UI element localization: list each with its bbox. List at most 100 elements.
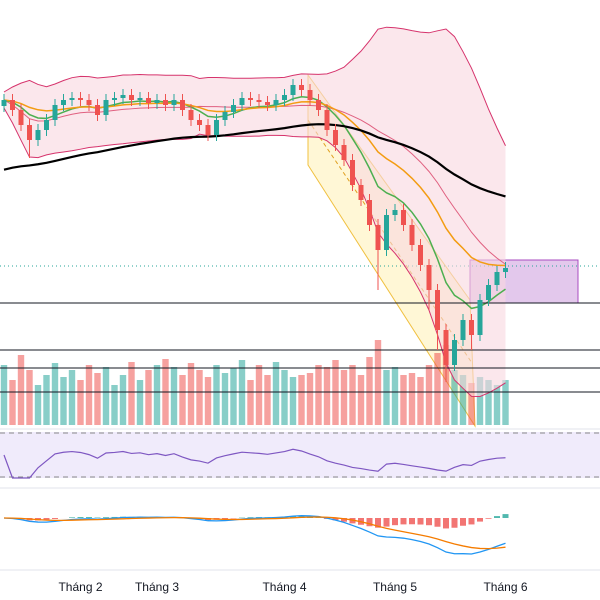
candle-body [112,98,117,100]
volume-bar [77,380,84,425]
volume-bar [408,373,416,425]
volume-bar [493,385,501,425]
macd-histogram [247,517,254,518]
candle-body [35,130,41,140]
macd-histogram [52,518,58,519]
volume-bar [264,375,271,425]
x-tick-label: Tháng 5 [373,580,417,594]
candle-body [120,95,126,98]
candle-body [86,100,92,105]
volume-bar [476,377,484,425]
candle-body [137,98,143,100]
candle-body [452,340,457,365]
volume-bar [204,377,212,425]
x-tick-label: Tháng 4 [262,580,306,594]
candle-body [197,120,202,125]
candle-body [154,100,160,103]
volume-bar [136,380,144,425]
x-tick-label: Tháng 2 [58,580,102,594]
volume-bar [485,380,492,425]
volume-bar [374,340,382,425]
ema-mid [3,99,506,267]
candle-body [256,100,262,102]
candle-body [477,300,483,335]
candle-body [52,105,58,120]
candle-body [392,210,398,215]
volume-bar [468,383,475,425]
volume-bar [153,365,161,425]
macd-histogram [375,518,381,528]
candle-body [350,160,355,185]
rsi-line [3,448,506,479]
rsi-panel [0,432,600,478]
macd-histogram [460,518,466,526]
candle-body [1,100,7,106]
candle-body [494,272,500,285]
candle-body [358,185,364,200]
volume-bar [315,365,322,425]
candle-body [95,105,100,115]
candle-layer [1,79,508,382]
macd-histogram [477,518,483,522]
macd-histogram [383,518,390,527]
volume-bar [9,380,16,425]
macd-histogram [43,518,50,520]
macd-histogram [69,517,75,518]
volume-bar [230,368,237,425]
volume-bar [68,370,76,425]
candle-body [409,225,415,245]
volume-bar [502,380,509,425]
candle-body [163,100,168,105]
volume-bar [323,367,331,425]
candle-body [273,100,279,105]
annotations [0,73,600,571]
volume-bar [434,353,441,425]
volume-bar [128,362,135,425]
candle-body [375,225,381,250]
macd-histogram [417,518,424,525]
candle-body [469,320,474,335]
x-axis: Tháng 2 Tháng 3 Tháng 4 Tháng 5 Tháng 6 [58,580,527,594]
candle-body [69,98,75,100]
x-tick-label: Tháng 6 [483,580,527,594]
candle-body [503,268,508,272]
volume-bar [357,375,365,425]
volume-bar [85,365,93,425]
volume-bar [272,362,280,425]
macd-line [3,515,506,555]
candle-body [418,245,423,265]
volume-bar [94,373,101,425]
macd-histogram [392,518,398,526]
volume-bar [400,375,407,425]
macd-histogram [332,518,339,521]
candle-body [248,98,253,100]
candle-body [61,100,66,105]
candle-body [222,112,228,120]
volume-bar [247,380,254,425]
volume-bar [417,377,424,425]
volume-bar [111,385,118,425]
volume-bar [17,355,25,425]
candle-body [307,90,313,100]
candle-body [333,130,338,145]
macd-histogram [290,516,296,518]
candle-body [282,95,287,100]
macd-histogram [222,518,228,520]
bollinger-lower [3,107,506,397]
macd-histogram [468,518,475,525]
volume-bar [442,345,450,425]
macd-histogram [502,514,509,518]
macd-histogram [341,518,347,522]
candle-body [78,98,83,100]
volume-bar [43,375,50,425]
candle-body [10,100,15,110]
volume-bar [51,363,59,425]
volume-bar [102,367,110,425]
volume-bar [281,370,288,425]
candle-body [129,95,134,100]
candle-body [188,110,194,120]
volume-bar [221,373,229,425]
macd-histogram [366,518,373,527]
candle-body [290,85,296,95]
volume-bar [119,375,127,425]
